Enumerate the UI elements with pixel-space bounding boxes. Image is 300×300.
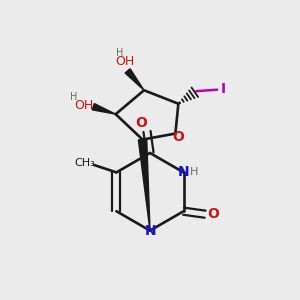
Text: OH: OH — [115, 55, 134, 68]
Text: H: H — [116, 48, 124, 58]
Text: O: O — [208, 207, 219, 220]
Text: H: H — [70, 92, 77, 102]
Text: N: N — [145, 224, 156, 238]
Polygon shape — [138, 139, 150, 231]
Text: N: N — [178, 165, 189, 179]
Text: O: O — [172, 130, 184, 145]
Text: O: O — [135, 116, 147, 130]
Text: H: H — [190, 167, 198, 177]
Polygon shape — [92, 103, 116, 114]
Text: CH₃: CH₃ — [75, 158, 95, 168]
Polygon shape — [125, 69, 144, 90]
Text: I: I — [221, 82, 226, 96]
Text: OH: OH — [74, 99, 93, 112]
